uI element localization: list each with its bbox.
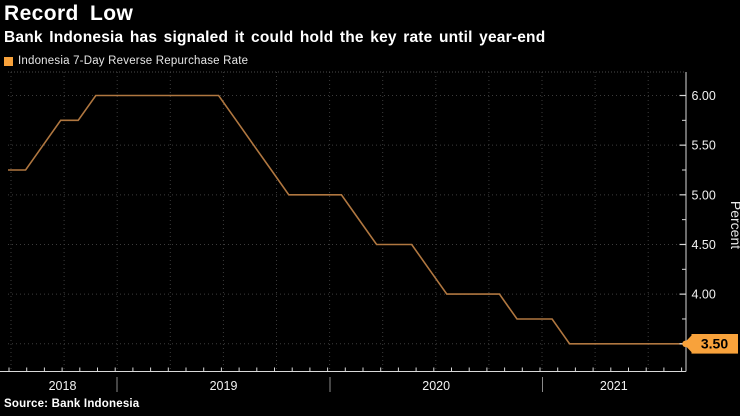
legend: Indonesia 7-Day Reverse Repurchase Rate bbox=[4, 55, 248, 67]
x-year-label: 2021 bbox=[600, 379, 628, 393]
y-tick-label: 6.00 bbox=[692, 89, 716, 103]
last-value-badge: 3.50 bbox=[683, 334, 738, 354]
y-tick-label: 4.00 bbox=[692, 288, 716, 302]
last-value-label: 3.50 bbox=[701, 336, 728, 352]
legend-label: Indonesia 7-Day Reverse Repurchase Rate bbox=[18, 55, 249, 67]
legend-swatch-icon bbox=[4, 56, 13, 66]
chart-subtitle: Bank Indonesia has signaled it could hol… bbox=[4, 29, 546, 46]
axes bbox=[0, 72, 687, 372]
chart-title: Record Low bbox=[4, 2, 134, 25]
x-year-label: 2019 bbox=[210, 379, 238, 393]
source-credit: Source: Bank Indonesia bbox=[4, 398, 140, 410]
x-axis: 2018 2019 2020 2021 bbox=[8, 367, 683, 393]
y-axis: 6.00 5.50 5.00 4.50 4.00 Percent bbox=[679, 89, 740, 345]
y-tick-label: 5.50 bbox=[692, 139, 716, 153]
x-year-label: 2018 bbox=[49, 379, 77, 393]
grid bbox=[8, 71, 686, 371]
x-year-label: 2020 bbox=[422, 379, 450, 393]
y-tick-label: 4.50 bbox=[692, 238, 716, 252]
y-tick-label: 5.00 bbox=[692, 188, 716, 202]
y-axis-title: Percent bbox=[728, 201, 740, 249]
rate-line bbox=[8, 94, 686, 345]
